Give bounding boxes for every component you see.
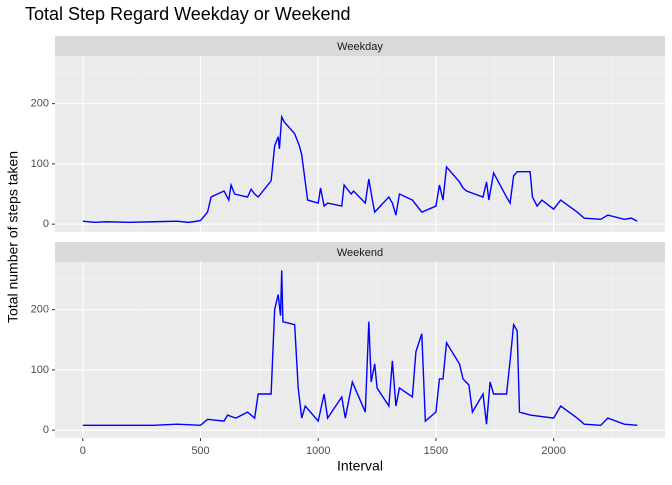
strip-label: Weekend [337,247,383,259]
x-axis-label: Interval [337,458,383,474]
x-tick-label: 2000 [541,445,565,457]
x-tick-label: 1500 [424,445,448,457]
strip [55,242,665,262]
chart-title: Total Step Regard Weekday or Weekend [25,4,351,24]
line [82,270,638,427]
x-tick-label: 1000 [306,445,330,457]
line [82,114,638,224]
panel [55,56,665,232]
y-tick-label: 200 [31,304,49,316]
x-tick-label: 0 [80,445,86,457]
y-tick-label: 0 [43,424,49,436]
y-axis-label: Total number of steps taken [5,151,21,323]
panel [55,262,665,438]
strip [55,36,665,56]
x-tick-label: 500 [191,445,209,457]
strip-label: Weekday [337,41,383,53]
y-tick-label: 100 [31,158,49,170]
y-tick-label: 200 [31,98,49,110]
y-tick-label: 0 [43,218,49,230]
y-tick-label: 100 [31,364,49,376]
